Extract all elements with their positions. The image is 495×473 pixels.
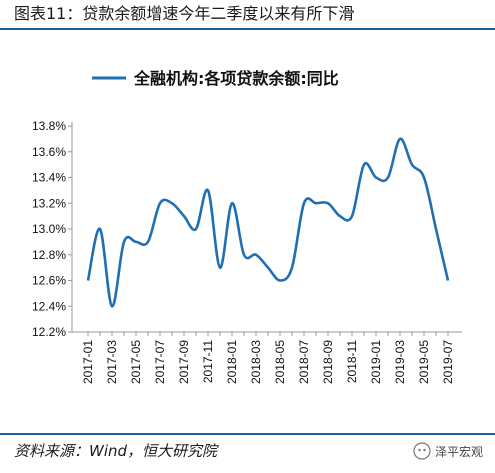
source-note: 资料来源：Wind，恒大研究院 xyxy=(14,442,218,460)
x-axis: 2017-01 2017-03 2017-05 2017-07 2017-09 2017-… xyxy=(72,331,462,384)
source-divider xyxy=(0,433,495,435)
y-tick-label: 12.8% xyxy=(32,248,66,262)
x-tick-label: 2017-03 xyxy=(105,340,119,384)
y-tick-label: 13.4% xyxy=(32,171,66,185)
x-tick-label: 2017-01 xyxy=(81,340,95,384)
x-tick-label: 2018-09 xyxy=(321,340,335,384)
y-tick-label: 12.2% xyxy=(32,325,66,339)
x-tick-label: 2019-05 xyxy=(417,340,431,384)
legend-label: 全融机构:各项贷款余额:同比 xyxy=(133,69,339,88)
figure-caption: 图表11：贷款余额增速今年二季度以来有所下滑 xyxy=(14,4,355,23)
chart-container: 全融机构:各项贷款余额:同比 12.2% 12.4% 12.6% 12.8% 13.0%… xyxy=(0,32,495,432)
x-tick-label: 2017-09 xyxy=(177,340,191,384)
y-tick-label: 13.0% xyxy=(32,222,66,236)
caption-divider xyxy=(0,28,495,30)
y-tick-label: 13.8% xyxy=(32,119,66,133)
series-line xyxy=(86,137,450,308)
watermark-text: 泽平宏观 xyxy=(434,444,483,459)
x-tick-label: 2017-05 xyxy=(129,340,143,384)
y-tick-label: 13.6% xyxy=(32,145,66,159)
x-tick-label: 2018-07 xyxy=(297,340,311,384)
y-axis: 12.2% 12.4% 12.6% 12.8% 13.0% 13.2% 13.4% 13.6%… xyxy=(32,119,73,339)
y-tick-label: 13.2% xyxy=(32,196,66,210)
x-tick-label: 2019-03 xyxy=(393,340,407,384)
x-tick-label: 2019-01 xyxy=(369,340,383,384)
x-tick-label: 2019-07 xyxy=(441,340,455,384)
x-tick-label: 2018-01 xyxy=(225,340,239,384)
line-chart: 全融机构:各项贷款余额:同比 12.2% 12.4% 12.6% 12.8% 13.0%… xyxy=(32,69,462,384)
x-tick-label: 2018-05 xyxy=(273,340,287,384)
x-tick-label: 2018-03 xyxy=(249,340,263,384)
x-tick-label: 2017-11 xyxy=(201,340,215,383)
wechat-icon xyxy=(413,442,431,460)
y-tick-label: 12.6% xyxy=(32,274,66,288)
chart-legend: 全融机构:各项贷款余额:同比 xyxy=(92,69,339,88)
y-tick-label: 12.4% xyxy=(32,299,66,313)
x-tick-label: 2018-11 xyxy=(345,340,359,383)
x-tick-label: 2017-07 xyxy=(153,340,167,384)
watermark: 泽平宏观 xyxy=(413,440,483,462)
series-group xyxy=(86,137,450,308)
